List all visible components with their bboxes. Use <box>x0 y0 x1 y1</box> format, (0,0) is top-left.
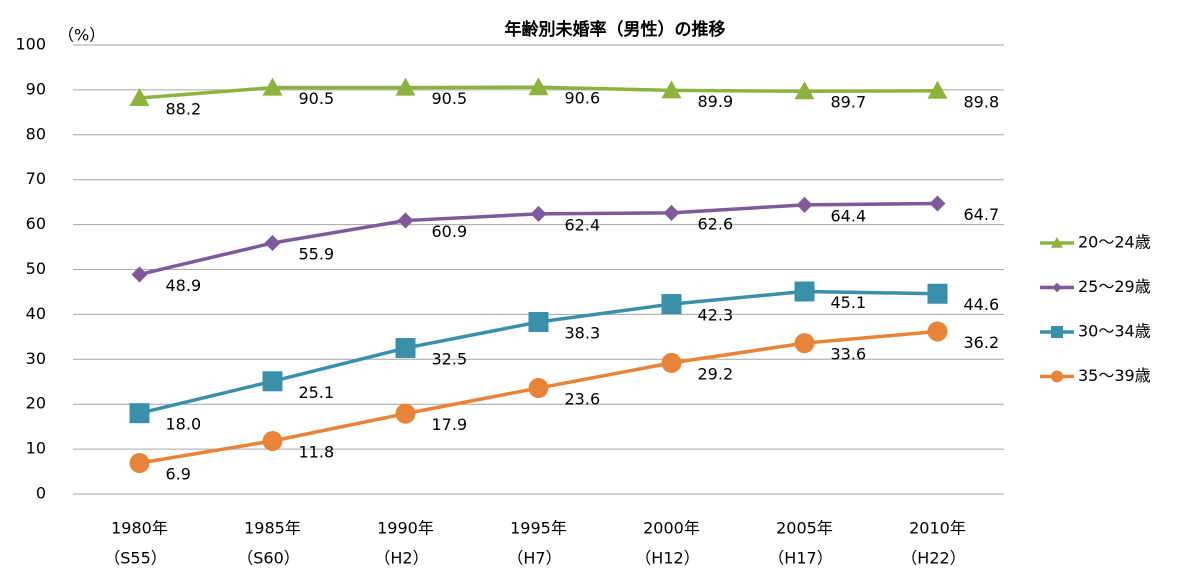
legend-label: 20〜24歳 <box>1078 233 1151 252</box>
data-label: 6.9 <box>166 465 191 484</box>
marker <box>129 453 150 474</box>
data-label: 90.5 <box>299 89 335 108</box>
marker <box>927 283 948 304</box>
x-tick-label: 2000年 <box>643 519 700 538</box>
x-tick-label: 1985年 <box>244 519 301 538</box>
data-label: 42.3 <box>698 306 734 325</box>
data-label: 90.6 <box>565 89 601 108</box>
marker <box>129 87 150 106</box>
marker <box>661 80 682 99</box>
marker <box>927 80 948 99</box>
data-label: 90.5 <box>432 89 468 108</box>
marker <box>794 281 815 302</box>
x-tick-sublabel: （H2） <box>374 549 428 568</box>
data-label: 11.8 <box>299 443 335 462</box>
data-label: 18.0 <box>166 415 202 434</box>
legend-label: 35〜39歳 <box>1078 366 1151 385</box>
marker <box>661 352 682 373</box>
data-label: 64.4 <box>831 206 867 225</box>
y-tick-label: 90 <box>26 79 46 98</box>
marker <box>129 403 150 424</box>
marker <box>395 77 416 96</box>
data-label: 29.2 <box>698 364 734 383</box>
data-label: 89.7 <box>831 93 867 112</box>
marker <box>796 196 813 213</box>
marker <box>395 338 416 359</box>
x-tick-sublabel: （H17） <box>768 549 832 568</box>
y-tick-label: 100 <box>15 35 46 54</box>
x-tick-sublabel: （H12） <box>635 549 699 568</box>
y-tick-label: 20 <box>26 394 46 413</box>
x-tick-sublabel: （S55） <box>104 549 167 568</box>
y-unit: （%） <box>58 26 105 45</box>
legend-label: 30〜34歳 <box>1078 322 1151 341</box>
y-tick-label: 0 <box>36 484 46 503</box>
data-label: 36.2 <box>964 333 1000 352</box>
x-tick-label: 2005年 <box>776 519 833 538</box>
marker <box>1051 326 1063 338</box>
marker <box>927 321 948 342</box>
data-label: 89.8 <box>964 92 1000 111</box>
data-label: 45.1 <box>831 293 867 312</box>
y-tick-label: 40 <box>26 304 46 323</box>
x-tick-label: 1980年 <box>111 519 168 538</box>
marker <box>1051 237 1063 248</box>
chart-title: 年齢別未婚率（男性）の推移 <box>505 19 726 40</box>
data-label: 60.9 <box>432 222 468 241</box>
x-tick-sublabel: （S60） <box>237 549 300 568</box>
legend-label: 25〜29歳 <box>1078 277 1151 296</box>
data-label: 88.2 <box>166 99 202 118</box>
marker <box>528 77 549 96</box>
marker <box>1051 370 1063 383</box>
data-label: 44.6 <box>964 295 1000 314</box>
data-label: 62.6 <box>698 214 734 233</box>
marker <box>528 312 549 333</box>
marker <box>262 371 283 392</box>
data-label: 25.1 <box>299 383 335 402</box>
y-tick-label: 80 <box>26 124 46 143</box>
y-tick-label: 10 <box>26 439 46 458</box>
x-tick-label: 1990年 <box>377 519 434 538</box>
marker <box>395 403 416 424</box>
marker <box>663 204 680 221</box>
y-tick-label: 50 <box>26 259 46 278</box>
marker <box>262 77 283 96</box>
data-label: 48.9 <box>166 276 202 295</box>
data-label: 64.7 <box>964 205 1000 224</box>
marker <box>528 378 549 399</box>
marker <box>264 235 281 252</box>
marker <box>397 212 414 229</box>
data-label: 33.6 <box>831 345 867 364</box>
x-tick-sublabel: （H22） <box>901 549 965 568</box>
x-tick-label: 2010年 <box>909 519 966 538</box>
data-label: 23.6 <box>565 390 601 409</box>
data-label: 32.5 <box>432 350 468 369</box>
y-tick-label: 60 <box>26 214 46 233</box>
data-label: 62.4 <box>565 215 601 234</box>
y-tick-label: 30 <box>26 349 46 368</box>
marker <box>262 431 283 452</box>
x-tick-sublabel: （H7） <box>507 549 561 568</box>
y-tick-label: 70 <box>26 169 46 188</box>
marker <box>131 266 148 283</box>
marker <box>794 81 815 100</box>
x-tick-label: 1995年 <box>510 519 567 538</box>
marker <box>794 333 815 354</box>
marker <box>530 205 547 222</box>
data-label: 17.9 <box>432 415 468 434</box>
data-label: 55.9 <box>299 245 335 264</box>
data-label: 38.3 <box>565 324 601 343</box>
data-label: 89.9 <box>698 92 734 111</box>
marker <box>661 294 682 315</box>
marker <box>1052 282 1062 293</box>
marker <box>929 195 946 212</box>
